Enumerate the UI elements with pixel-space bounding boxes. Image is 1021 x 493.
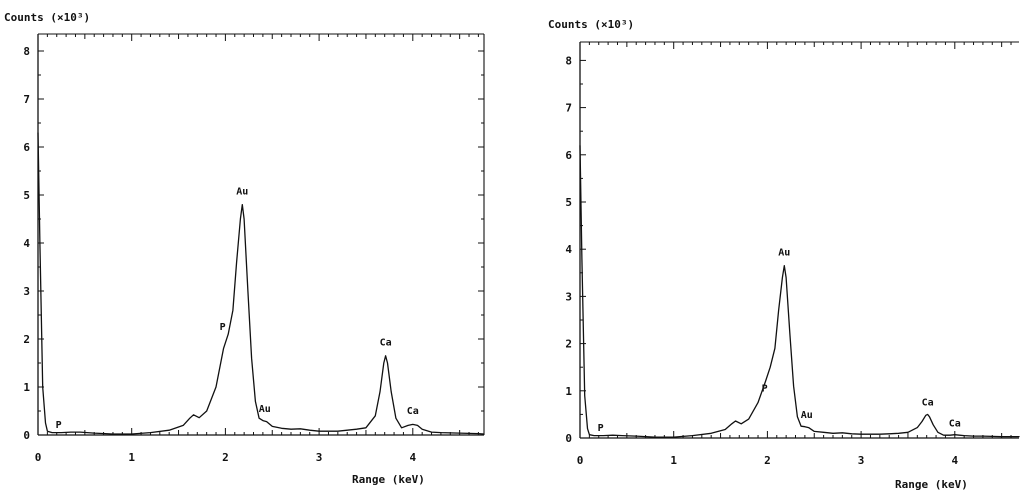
x-tick-label: 0 <box>577 454 584 467</box>
y-tick-label: 1 <box>565 385 572 398</box>
x-tick-label: 4 <box>951 454 958 467</box>
y-tick-label: 7 <box>23 93 30 106</box>
peak-label: Au <box>778 248 790 259</box>
spectrum-line <box>579 145 1020 438</box>
plot-frame <box>579 41 1019 439</box>
peak-label: Au <box>801 410 813 421</box>
y-tick-label: 4 <box>23 237 30 250</box>
y-axis-label: Counts (×10³) <box>548 18 634 31</box>
x-tick-label: 2 <box>764 454 771 467</box>
peak-label: P <box>598 423 604 434</box>
y-tick-label: 7 <box>565 102 572 115</box>
peak-label: P <box>762 384 768 395</box>
x-tick-label: 3 <box>858 454 865 467</box>
x-tick-labels: 0 1 2 3 4 <box>35 451 417 464</box>
spectrum-chart-right: Counts (×10³) Range (keV) 0 1 2 3 4 5 6 7 8 0 1 2 3… <box>548 18 1020 491</box>
y-tick-label: 6 <box>565 149 572 162</box>
peak-label: P <box>220 322 226 333</box>
peak-label: Au <box>236 186 248 197</box>
axis-ticks <box>37 34 484 436</box>
y-tick-label: 3 <box>23 285 30 298</box>
plot-frame <box>37 33 485 436</box>
x-axis-label: Range (keV) <box>352 473 425 486</box>
peak-labels: P P Au Au Ca Ca <box>598 248 961 435</box>
x-tick-label: 1 <box>670 454 677 467</box>
y-tick-labels: 0 1 2 3 4 5 6 7 8 <box>23 45 30 442</box>
peak-label: Au <box>259 404 271 415</box>
axis-ticks <box>579 42 1012 439</box>
y-tick-label: 8 <box>565 54 572 67</box>
y-tick-label: 6 <box>23 141 30 154</box>
series-layer <box>37 132 485 435</box>
x-tick-label: 4 <box>409 451 416 464</box>
y-tick-label: 0 <box>23 429 30 442</box>
y-tick-labels: 0 1 2 3 4 5 6 7 8 <box>565 54 572 445</box>
y-tick-label: 5 <box>565 196 572 209</box>
x-tick-label: 1 <box>128 451 135 464</box>
peak-label: P <box>56 420 62 431</box>
peak-label: Ca <box>922 398 934 409</box>
y-tick-label: 4 <box>565 243 572 256</box>
y-tick-label: 0 <box>565 432 572 445</box>
y-tick-label: 1 <box>23 381 30 394</box>
y-tick-label: 3 <box>565 290 572 303</box>
y-axis-label: Counts (×10³) <box>4 11 90 24</box>
peak-label: Ca <box>407 406 419 417</box>
y-tick-label: 8 <box>23 45 30 58</box>
y-tick-label: 5 <box>23 189 30 202</box>
spectrum-chart-left: Counts (×10³) Range (keV) 0 1 2 3 4 5 6 7 8 0 1 2 3… <box>4 11 485 486</box>
x-tick-label: 3 <box>316 451 323 464</box>
x-tick-label: 0 <box>35 451 42 464</box>
y-tick-label: 2 <box>565 338 572 351</box>
peak-labels: P P Au Au Ca Ca <box>56 186 419 431</box>
x-tick-labels: 0 1 2 3 4 <box>577 454 959 467</box>
x-tick-label: 2 <box>222 451 229 464</box>
series-layer <box>579 145 1020 438</box>
peak-label: Ca <box>380 338 392 349</box>
y-tick-label: 2 <box>23 333 30 346</box>
peak-label: Ca <box>949 419 961 430</box>
spectrum-line <box>37 132 485 435</box>
x-axis-label: Range (keV) <box>895 478 968 491</box>
